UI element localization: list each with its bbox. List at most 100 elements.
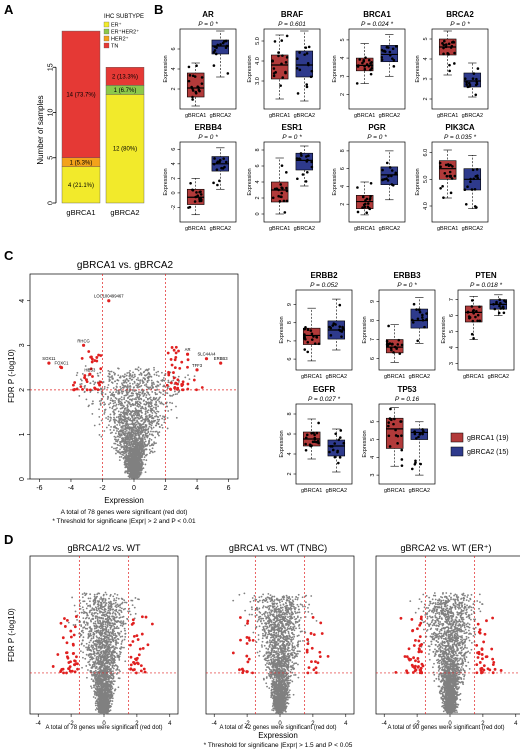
y-tick-label: 0: [171, 191, 177, 194]
gene-point: [138, 398, 141, 401]
data-point: [472, 177, 476, 181]
gene-point: [116, 430, 118, 432]
gene-point: [159, 383, 162, 386]
y-tick-label: 9: [370, 300, 376, 303]
p-value-label: P = 0 *: [367, 134, 387, 141]
gene-point: [114, 397, 117, 399]
gene-point: [88, 617, 91, 620]
data-point: [300, 154, 303, 157]
a-bar-segment: [105, 67, 145, 86]
gene-point: [154, 385, 157, 388]
data-point: [313, 440, 317, 444]
box-gbrca2: [327, 439, 346, 457]
data-point: [312, 335, 315, 338]
data-point: [388, 166, 392, 169]
data-point: [213, 45, 217, 48]
gene-title: PTEN: [475, 271, 497, 280]
significant-gene-point: [173, 366, 177, 369]
gene-point: [147, 420, 149, 423]
labeled-gene-point: [88, 372, 92, 376]
data-point: [215, 161, 219, 164]
gene-point: [107, 418, 109, 421]
x-tick-label: -2: [99, 485, 105, 492]
gene-point: [111, 382, 114, 384]
data-point: [387, 434, 391, 438]
data-point: [381, 178, 384, 182]
group-label: gBRCA2: [379, 226, 400, 232]
gene-point: [137, 464, 140, 467]
gene-point: [125, 374, 128, 377]
gene-point: [131, 382, 134, 385]
y-tick-label: 6.0: [423, 149, 429, 157]
gene-point: [85, 398, 88, 401]
data-point: [338, 436, 342, 439]
gene-point: [129, 382, 131, 385]
data-point: [304, 442, 307, 446]
gene-point: [148, 425, 151, 428]
gene-point: [154, 415, 156, 418]
gene-point: [142, 407, 145, 410]
data-point: [196, 194, 200, 197]
gene-point: [99, 387, 102, 390]
data-point: [467, 81, 471, 85]
data-point: [188, 205, 192, 209]
y-tick-label: 2: [287, 472, 293, 475]
gene-point: [122, 379, 125, 382]
data-point: [285, 34, 289, 38]
gene-point: [152, 444, 155, 447]
gene-point: [142, 467, 145, 470]
data-point: [277, 188, 280, 192]
data-point: [370, 64, 374, 67]
gene-point: [112, 418, 115, 421]
data-point: [303, 333, 306, 336]
data-point: [304, 337, 307, 341]
data-point: [380, 58, 384, 62]
gene-point: [116, 666, 119, 668]
gene-point: [158, 400, 161, 403]
gene-point: [148, 433, 151, 436]
data-point: [397, 338, 401, 342]
gene-point: [136, 382, 139, 385]
ylabel: Expression: [362, 430, 368, 457]
p-value-label: P = 0.052: [310, 282, 338, 289]
y-tick-label: 6: [340, 167, 346, 170]
data-point: [194, 90, 198, 94]
gene-point: [147, 427, 150, 430]
labeled-gene-point: [59, 365, 64, 370]
gene-point: [146, 411, 149, 414]
data-point: [212, 162, 216, 166]
a-y-tick-label: 10: [48, 109, 55, 117]
gene-point: [115, 452, 117, 455]
gene-point: [129, 394, 132, 397]
gene-point: [144, 392, 146, 395]
gene-point: [81, 606, 84, 609]
gene-point: [132, 423, 135, 426]
data-point: [394, 172, 397, 176]
data-point: [304, 448, 308, 452]
gene-point: [131, 435, 134, 438]
gene-point: [131, 464, 134, 467]
data-point: [449, 163, 452, 167]
gene-point: [113, 408, 116, 411]
y-tick-label: 7: [449, 298, 455, 301]
gene-point: [128, 428, 131, 431]
data-point: [389, 346, 393, 350]
ylabel: Expression: [247, 55, 253, 82]
data-point: [271, 196, 275, 200]
c-caption: A total of 78 genes were significant (re…: [61, 509, 188, 516]
data-point: [466, 185, 469, 188]
significant-gene-point: [97, 353, 100, 357]
plot-frame: [431, 141, 489, 223]
gene-point: [121, 402, 123, 405]
gene-point: [84, 384, 86, 387]
data-point: [191, 89, 195, 92]
gene-point: [117, 410, 120, 413]
significant-gene-point: [200, 386, 204, 389]
significant-gene-point: [173, 358, 177, 362]
gene-point: [121, 625, 124, 627]
gene-point: [132, 376, 135, 379]
data-point: [388, 50, 392, 54]
gene-point: [89, 604, 92, 607]
data-point: [279, 84, 282, 87]
